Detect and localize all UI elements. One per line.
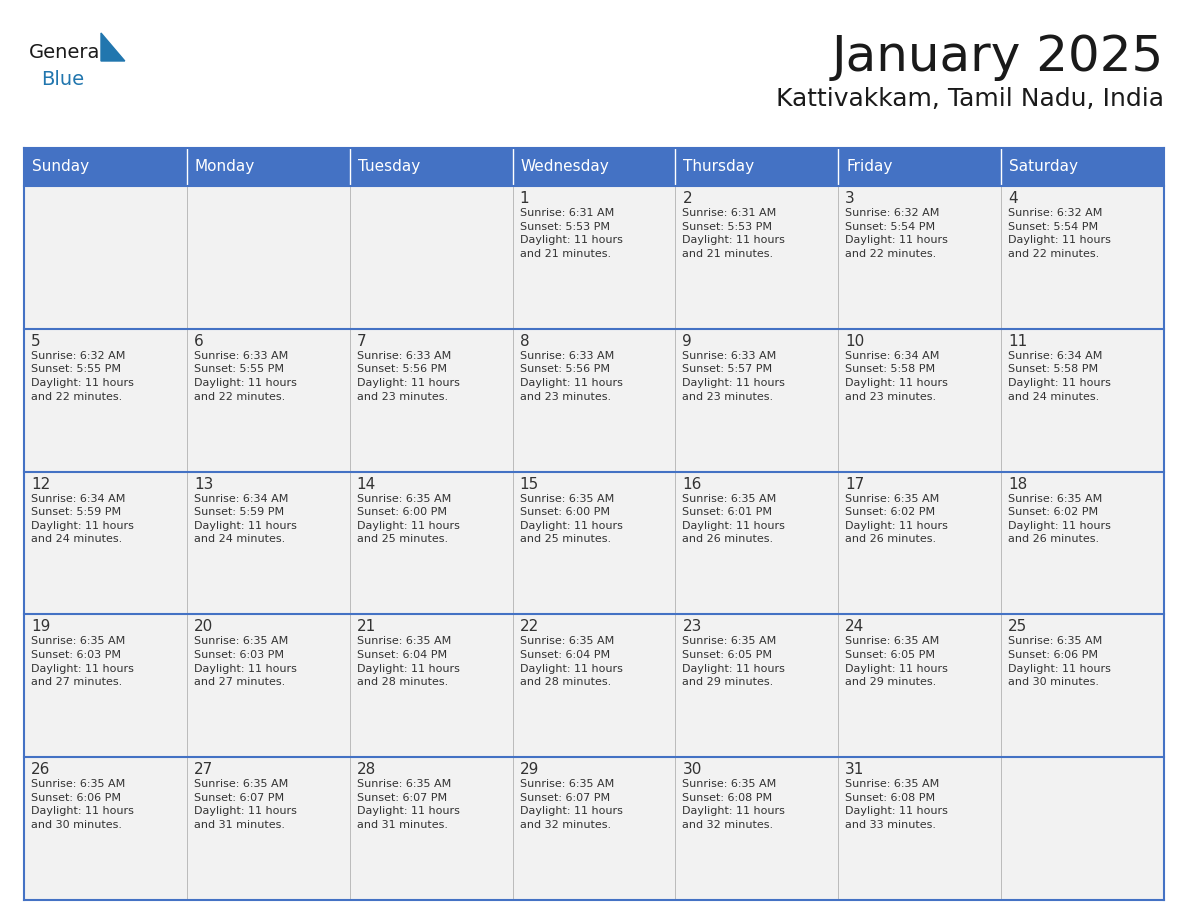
- Text: Sunrise: 6:35 AM
Sunset: 6:03 PM
Daylight: 11 hours
and 27 minutes.: Sunrise: 6:35 AM Sunset: 6:03 PM Dayligh…: [31, 636, 134, 688]
- Text: January 2025: January 2025: [832, 33, 1164, 81]
- Text: 27: 27: [194, 762, 213, 778]
- Text: Sunrise: 6:35 AM
Sunset: 6:02 PM
Daylight: 11 hours
and 26 minutes.: Sunrise: 6:35 AM Sunset: 6:02 PM Dayligh…: [846, 494, 948, 544]
- Bar: [187, 148, 349, 186]
- Bar: [349, 148, 512, 186]
- Text: Sunrise: 6:32 AM
Sunset: 5:54 PM
Daylight: 11 hours
and 22 minutes.: Sunrise: 6:32 AM Sunset: 5:54 PM Dayligh…: [1009, 208, 1111, 259]
- Text: Sunrise: 6:35 AM
Sunset: 6:05 PM
Daylight: 11 hours
and 29 minutes.: Sunrise: 6:35 AM Sunset: 6:05 PM Dayligh…: [682, 636, 785, 688]
- Text: Sunrise: 6:33 AM
Sunset: 5:55 PM
Daylight: 11 hours
and 22 minutes.: Sunrise: 6:33 AM Sunset: 5:55 PM Dayligh…: [194, 351, 297, 401]
- Text: 3: 3: [846, 191, 855, 206]
- Text: Sunrise: 6:35 AM
Sunset: 6:06 PM
Daylight: 11 hours
and 30 minutes.: Sunrise: 6:35 AM Sunset: 6:06 PM Dayligh…: [31, 779, 134, 830]
- Text: Kattivakkam, Tamil Nadu, India: Kattivakkam, Tamil Nadu, India: [776, 87, 1164, 111]
- Text: 18: 18: [1009, 476, 1028, 492]
- Bar: [676, 148, 839, 186]
- Text: Sunrise: 6:31 AM
Sunset: 5:53 PM
Daylight: 11 hours
and 21 minutes.: Sunrise: 6:31 AM Sunset: 5:53 PM Dayligh…: [682, 208, 785, 259]
- Text: 10: 10: [846, 334, 865, 349]
- Text: 13: 13: [194, 476, 213, 492]
- Bar: [24, 472, 1164, 614]
- Text: Sunrise: 6:35 AM
Sunset: 6:00 PM
Daylight: 11 hours
and 25 minutes.: Sunrise: 6:35 AM Sunset: 6:00 PM Dayligh…: [356, 494, 460, 544]
- Text: Saturday: Saturday: [1009, 160, 1079, 174]
- Text: Sunrise: 6:35 AM
Sunset: 6:08 PM
Daylight: 11 hours
and 33 minutes.: Sunrise: 6:35 AM Sunset: 6:08 PM Dayligh…: [846, 779, 948, 830]
- Text: Sunrise: 6:32 AM
Sunset: 5:55 PM
Daylight: 11 hours
and 22 minutes.: Sunrise: 6:32 AM Sunset: 5:55 PM Dayligh…: [31, 351, 134, 401]
- Text: 15: 15: [519, 476, 539, 492]
- Bar: [24, 329, 1164, 472]
- Text: Sunrise: 6:35 AM
Sunset: 6:01 PM
Daylight: 11 hours
and 26 minutes.: Sunrise: 6:35 AM Sunset: 6:01 PM Dayligh…: [682, 494, 785, 544]
- Text: 24: 24: [846, 620, 865, 634]
- Text: Sunrise: 6:33 AM
Sunset: 5:57 PM
Daylight: 11 hours
and 23 minutes.: Sunrise: 6:33 AM Sunset: 5:57 PM Dayligh…: [682, 351, 785, 401]
- Text: Blue: Blue: [42, 70, 84, 89]
- Text: 26: 26: [31, 762, 50, 778]
- Text: Sunrise: 6:35 AM
Sunset: 6:04 PM
Daylight: 11 hours
and 28 minutes.: Sunrise: 6:35 AM Sunset: 6:04 PM Dayligh…: [519, 636, 623, 688]
- Text: Sunrise: 6:35 AM
Sunset: 6:06 PM
Daylight: 11 hours
and 30 minutes.: Sunrise: 6:35 AM Sunset: 6:06 PM Dayligh…: [1009, 636, 1111, 688]
- Polygon shape: [101, 33, 125, 61]
- Text: 28: 28: [356, 762, 375, 778]
- Text: Sunrise: 6:34 AM
Sunset: 5:58 PM
Daylight: 11 hours
and 23 minutes.: Sunrise: 6:34 AM Sunset: 5:58 PM Dayligh…: [846, 351, 948, 401]
- Text: Sunrise: 6:35 AM
Sunset: 6:08 PM
Daylight: 11 hours
and 32 minutes.: Sunrise: 6:35 AM Sunset: 6:08 PM Dayligh…: [682, 779, 785, 830]
- Text: 30: 30: [682, 762, 702, 778]
- Text: 23: 23: [682, 620, 702, 634]
- Text: Monday: Monday: [195, 160, 255, 174]
- Text: 6: 6: [194, 334, 203, 349]
- Text: 17: 17: [846, 476, 865, 492]
- Text: Tuesday: Tuesday: [358, 160, 421, 174]
- Text: Friday: Friday: [846, 160, 892, 174]
- Text: Thursday: Thursday: [683, 160, 754, 174]
- Text: 14: 14: [356, 476, 375, 492]
- Bar: [24, 186, 1164, 329]
- Bar: [512, 148, 676, 186]
- Text: General: General: [29, 43, 106, 62]
- Text: 19: 19: [31, 620, 50, 634]
- Text: Sunrise: 6:34 AM
Sunset: 5:58 PM
Daylight: 11 hours
and 24 minutes.: Sunrise: 6:34 AM Sunset: 5:58 PM Dayligh…: [1009, 351, 1111, 401]
- Text: 21: 21: [356, 620, 375, 634]
- Text: Sunrise: 6:34 AM
Sunset: 5:59 PM
Daylight: 11 hours
and 24 minutes.: Sunrise: 6:34 AM Sunset: 5:59 PM Dayligh…: [31, 494, 134, 544]
- Text: 31: 31: [846, 762, 865, 778]
- Text: 20: 20: [194, 620, 213, 634]
- Text: Sunrise: 6:31 AM
Sunset: 5:53 PM
Daylight: 11 hours
and 21 minutes.: Sunrise: 6:31 AM Sunset: 5:53 PM Dayligh…: [519, 208, 623, 259]
- Text: Sunrise: 6:35 AM
Sunset: 6:02 PM
Daylight: 11 hours
and 26 minutes.: Sunrise: 6:35 AM Sunset: 6:02 PM Dayligh…: [1009, 494, 1111, 544]
- Text: Sunrise: 6:35 AM
Sunset: 6:07 PM
Daylight: 11 hours
and 32 minutes.: Sunrise: 6:35 AM Sunset: 6:07 PM Dayligh…: [519, 779, 623, 830]
- Text: 16: 16: [682, 476, 702, 492]
- Text: Sunrise: 6:33 AM
Sunset: 5:56 PM
Daylight: 11 hours
and 23 minutes.: Sunrise: 6:33 AM Sunset: 5:56 PM Dayligh…: [519, 351, 623, 401]
- Bar: [24, 614, 1164, 757]
- Text: 29: 29: [519, 762, 539, 778]
- Bar: [1001, 148, 1164, 186]
- Text: Sunrise: 6:32 AM
Sunset: 5:54 PM
Daylight: 11 hours
and 22 minutes.: Sunrise: 6:32 AM Sunset: 5:54 PM Dayligh…: [846, 208, 948, 259]
- Bar: [24, 757, 1164, 900]
- Text: 5: 5: [31, 334, 40, 349]
- Text: 22: 22: [519, 620, 539, 634]
- Text: Sunrise: 6:33 AM
Sunset: 5:56 PM
Daylight: 11 hours
and 23 minutes.: Sunrise: 6:33 AM Sunset: 5:56 PM Dayligh…: [356, 351, 460, 401]
- Text: 1: 1: [519, 191, 529, 206]
- Text: 4: 4: [1009, 191, 1018, 206]
- Text: Sunrise: 6:35 AM
Sunset: 6:04 PM
Daylight: 11 hours
and 28 minutes.: Sunrise: 6:35 AM Sunset: 6:04 PM Dayligh…: [356, 636, 460, 688]
- Text: Sunday: Sunday: [32, 160, 89, 174]
- Text: 2: 2: [682, 191, 693, 206]
- Text: Sunrise: 6:34 AM
Sunset: 5:59 PM
Daylight: 11 hours
and 24 minutes.: Sunrise: 6:34 AM Sunset: 5:59 PM Dayligh…: [194, 494, 297, 544]
- Bar: [24, 148, 187, 186]
- Text: 8: 8: [519, 334, 529, 349]
- Text: 25: 25: [1009, 620, 1028, 634]
- Text: Wednesday: Wednesday: [520, 160, 609, 174]
- Text: Sunrise: 6:35 AM
Sunset: 6:07 PM
Daylight: 11 hours
and 31 minutes.: Sunrise: 6:35 AM Sunset: 6:07 PM Dayligh…: [356, 779, 460, 830]
- Text: Sunrise: 6:35 AM
Sunset: 6:05 PM
Daylight: 11 hours
and 29 minutes.: Sunrise: 6:35 AM Sunset: 6:05 PM Dayligh…: [846, 636, 948, 688]
- Text: Sunrise: 6:35 AM
Sunset: 6:07 PM
Daylight: 11 hours
and 31 minutes.: Sunrise: 6:35 AM Sunset: 6:07 PM Dayligh…: [194, 779, 297, 830]
- Text: Sunrise: 6:35 AM
Sunset: 6:00 PM
Daylight: 11 hours
and 25 minutes.: Sunrise: 6:35 AM Sunset: 6:00 PM Dayligh…: [519, 494, 623, 544]
- Bar: [839, 148, 1001, 186]
- Text: 12: 12: [31, 476, 50, 492]
- Text: Sunrise: 6:35 AM
Sunset: 6:03 PM
Daylight: 11 hours
and 27 minutes.: Sunrise: 6:35 AM Sunset: 6:03 PM Dayligh…: [194, 636, 297, 688]
- Text: 7: 7: [356, 334, 366, 349]
- Text: 11: 11: [1009, 334, 1028, 349]
- Text: 9: 9: [682, 334, 693, 349]
